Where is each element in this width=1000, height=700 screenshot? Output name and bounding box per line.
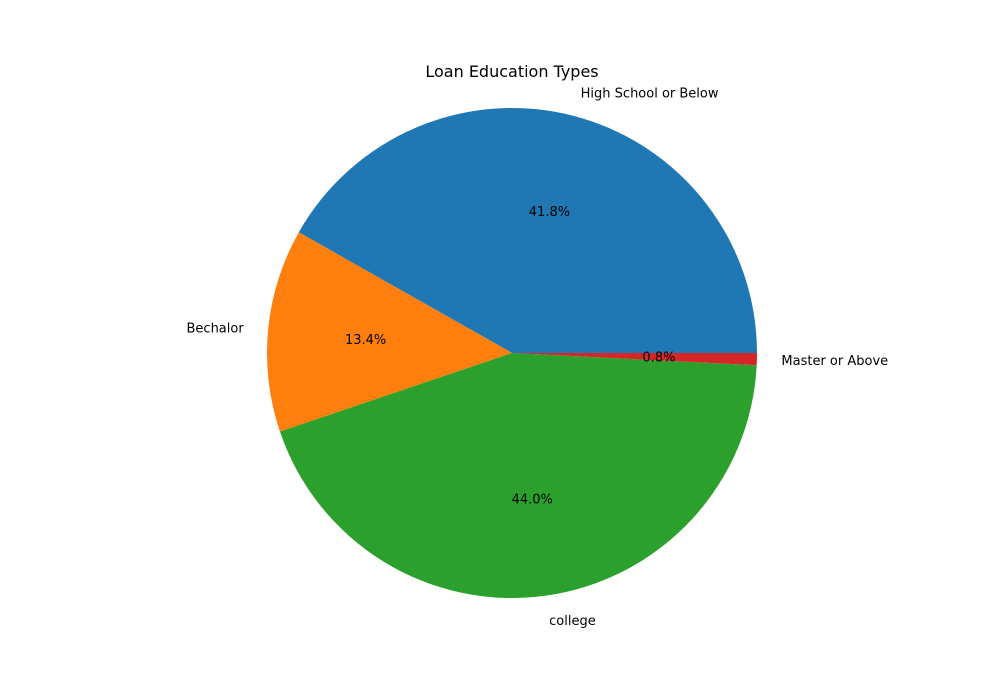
slice-label-bechalor: Bechalor: [187, 322, 245, 337]
slice-percent-high-school-or-below: 41.8%: [529, 205, 570, 220]
slice-label-high-school-or-below: High School or Below: [581, 86, 719, 101]
slice-label-master-or-above: Master or Above: [781, 354, 888, 369]
pie-slice-bechalor: [266, 232, 512, 432]
slice-percent-master-or-above: 0.8%: [642, 351, 675, 366]
slice-percent-bechalor: 13.4%: [345, 333, 386, 348]
chart-title: Loan Education Types: [425, 62, 598, 81]
pie-slice-master-or-above: [512, 353, 757, 366]
slice-percent-college: 44.0%: [512, 493, 553, 508]
slices-layer: [266, 107, 757, 598]
labels-layer: High School or Below 41.8% Bechalor 13.4% co…: [187, 86, 889, 629]
slice-label-college: college: [549, 614, 596, 629]
pie-slice-college: [279, 353, 757, 598]
pie-slice-high-school-or-below: [298, 107, 757, 354]
